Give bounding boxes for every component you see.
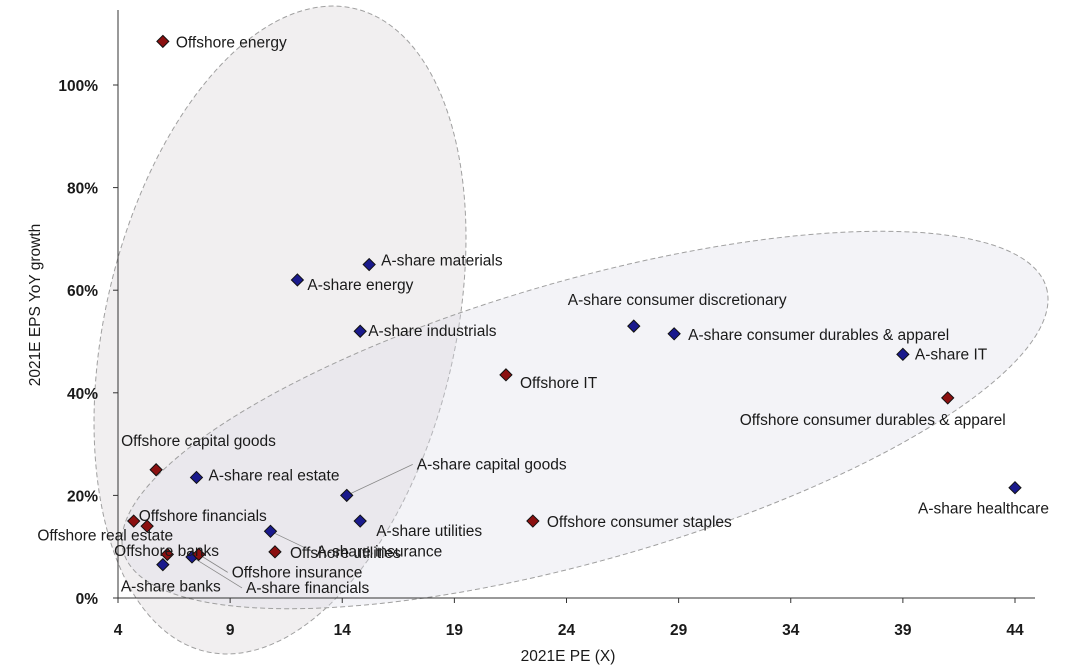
point-label: A-share financials xyxy=(246,580,369,597)
y-tick-label: 40% xyxy=(67,386,98,403)
point-label: Offshore IT xyxy=(520,375,598,392)
y-axis-ticks: 0% 20% 40% 60% 80% 100% xyxy=(58,78,118,608)
a-share-point xyxy=(627,319,641,333)
point-labels: A-share materials A-share energy A-share i… xyxy=(37,34,1049,597)
point-label: A-share materials xyxy=(381,253,503,270)
leader-line xyxy=(346,464,413,496)
offshore-point xyxy=(941,391,955,405)
y-tick-label: 20% xyxy=(67,488,98,505)
y-tick-label: 0% xyxy=(76,591,99,608)
data-points xyxy=(126,34,1022,572)
x-axis-ticks: 4 9 14 19 24 29 34 39 44 xyxy=(114,598,1024,639)
leader-line xyxy=(198,554,228,573)
point-label: A-share banks xyxy=(121,579,221,596)
point-label: Offshore consumer staples xyxy=(547,514,732,531)
y-tick-label: 60% xyxy=(67,283,98,300)
a-share-point xyxy=(156,557,170,572)
grouping-ellipses xyxy=(93,5,1049,655)
x-axis-title: 2021E PE (X) xyxy=(521,648,616,665)
point-label: A-share industrials xyxy=(368,323,497,340)
point-label: Offshore banks xyxy=(114,543,219,560)
point-label: A-share capital goods xyxy=(417,456,567,473)
a-share-point xyxy=(189,470,204,485)
offshore-point xyxy=(192,547,206,562)
x-tick-label: 19 xyxy=(446,622,464,639)
point-label: A-share consumer durables & apparel xyxy=(688,327,949,344)
point-label: A-share utilities xyxy=(376,523,482,540)
a-share-point xyxy=(353,324,367,338)
x-tick-label: 4 xyxy=(114,622,123,639)
offshore-point xyxy=(499,368,513,382)
y-axis-title: 2021E EPS YoY growth xyxy=(27,224,44,387)
point-label: Offshore insurance xyxy=(232,564,363,581)
ellipse-high-growth xyxy=(93,5,467,655)
leader-line xyxy=(270,530,313,552)
point-label: Offshore energy xyxy=(176,34,287,51)
offshore-point xyxy=(149,463,163,477)
point-label: A-share consumer discretionary xyxy=(568,292,787,309)
x-tick-label: 29 xyxy=(670,622,688,639)
y-tick-label: 100% xyxy=(58,78,98,95)
x-tick-label: 9 xyxy=(226,622,235,639)
point-label: A-share IT xyxy=(915,346,988,363)
a-share-point xyxy=(353,514,367,528)
point-label: Offshore real estate xyxy=(37,527,173,544)
ellipse-broad xyxy=(121,230,1049,610)
a-share-point xyxy=(896,347,910,362)
offshore-point xyxy=(156,34,170,49)
offshore-point xyxy=(126,514,141,528)
x-tick-label: 34 xyxy=(782,622,800,639)
x-tick-label: 14 xyxy=(334,622,352,639)
x-tick-label: 24 xyxy=(558,622,576,639)
offshore-point xyxy=(526,514,540,528)
leader-line xyxy=(191,556,243,589)
point-label: Offshore capital goods xyxy=(121,433,276,450)
leader-lines xyxy=(191,464,413,589)
point-label: A-share energy xyxy=(307,277,413,294)
point-label: Offshore consumer durables & apparel xyxy=(740,412,1006,429)
x-tick-label: 44 xyxy=(1006,622,1024,639)
point-label: Offshore financials xyxy=(139,508,267,525)
offshore-point xyxy=(160,547,175,562)
offshore-point xyxy=(268,545,282,559)
a-share-point xyxy=(290,273,305,287)
point-label: A-share healthcare xyxy=(918,501,1049,518)
point-label: A-share insurance xyxy=(316,543,442,560)
x-tick-label: 39 xyxy=(894,622,912,639)
offshore-point xyxy=(140,519,154,533)
point-label: Offshore utilities xyxy=(290,545,401,562)
point-label: A-share real estate xyxy=(208,467,339,484)
a-share-point xyxy=(340,488,354,503)
a-share-point xyxy=(667,327,681,341)
a-share-point xyxy=(263,524,278,539)
y-tick-label: 80% xyxy=(67,181,98,198)
a-share-point xyxy=(1008,480,1022,495)
a-share-point xyxy=(362,257,376,272)
